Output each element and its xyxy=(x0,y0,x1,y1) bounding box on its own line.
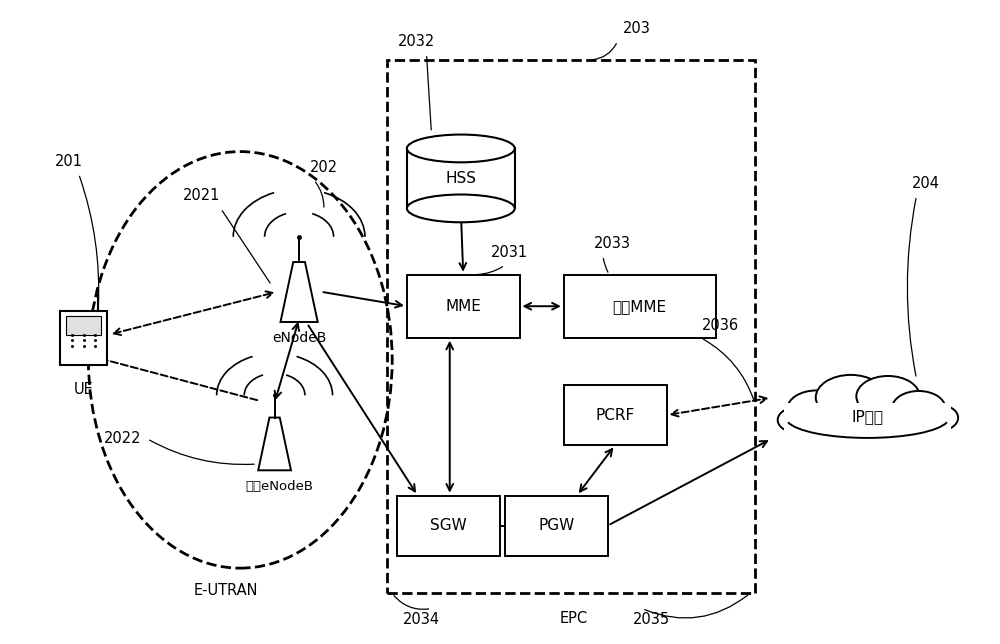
Text: 203: 203 xyxy=(623,21,651,36)
Bar xyxy=(784,402,951,438)
Text: UE: UE xyxy=(74,382,93,397)
Text: 2035: 2035 xyxy=(633,612,670,627)
Bar xyxy=(407,275,520,338)
Circle shape xyxy=(816,375,886,420)
Text: 其它MME: 其它MME xyxy=(613,299,667,314)
Text: PCRF: PCRF xyxy=(596,408,635,422)
Circle shape xyxy=(856,376,920,417)
Text: 204: 204 xyxy=(912,176,940,191)
Text: 2021: 2021 xyxy=(182,188,220,204)
Text: 其它eNodeB: 其它eNodeB xyxy=(246,480,314,493)
Bar xyxy=(505,496,608,556)
Text: 2033: 2033 xyxy=(594,236,631,251)
Text: E-UTRAN: E-UTRAN xyxy=(193,583,258,598)
Circle shape xyxy=(778,407,818,433)
Text: 202: 202 xyxy=(310,160,338,175)
Bar xyxy=(397,496,500,556)
Text: 2032: 2032 xyxy=(398,33,435,49)
Text: 201: 201 xyxy=(55,153,83,169)
Circle shape xyxy=(916,404,958,431)
Text: SGW: SGW xyxy=(430,518,467,533)
Text: PGW: PGW xyxy=(538,518,574,533)
Bar xyxy=(60,311,107,365)
Bar xyxy=(564,385,667,445)
Polygon shape xyxy=(258,417,291,470)
Text: IP业务: IP业务 xyxy=(852,409,884,424)
Polygon shape xyxy=(280,262,318,322)
Ellipse shape xyxy=(407,135,515,162)
Text: eNodeB: eNodeB xyxy=(272,332,326,345)
Bar xyxy=(564,275,716,338)
Text: 2034: 2034 xyxy=(403,612,440,627)
Bar xyxy=(66,316,101,335)
Text: EPC: EPC xyxy=(559,611,588,626)
Bar xyxy=(387,60,755,593)
Circle shape xyxy=(892,391,945,425)
Text: 2022: 2022 xyxy=(104,431,141,446)
Bar xyxy=(779,406,956,443)
Text: MME: MME xyxy=(445,299,481,314)
Text: 2036: 2036 xyxy=(702,317,739,333)
Ellipse shape xyxy=(407,194,515,222)
Text: HSS: HSS xyxy=(445,171,476,186)
Text: 2031: 2031 xyxy=(491,245,528,260)
Circle shape xyxy=(787,390,845,428)
Bar xyxy=(407,149,515,209)
